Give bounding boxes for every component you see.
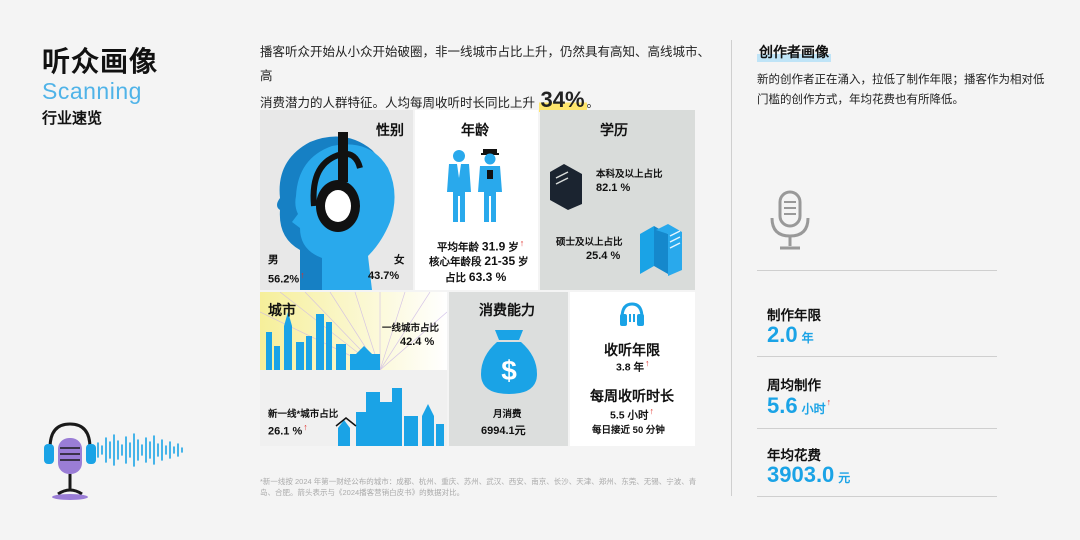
- svg-text:$: $: [501, 355, 517, 386]
- education-bachelor-value: 82.1 %: [596, 182, 631, 194]
- footnote: *新一线按 2024 年第一财经公布的城市：成都、杭州、重庆、苏州、武汉、西安、…: [260, 477, 697, 497]
- age-share: 占比 63.3 %: [445, 270, 507, 284]
- intro-paragraph: 播客听众开始从小众开始破圈，非一线城市占比上升，仍然具有高知、高线城市、高 消费…: [260, 40, 710, 115]
- stat-cost-value: 3903.0 元: [767, 462, 851, 487]
- gender-title: 性别: [376, 122, 404, 138]
- intro-end: 。: [586, 96, 600, 110]
- intro-highlight: 34%: [538, 87, 587, 112]
- headphones-icon: [620, 302, 644, 326]
- soundwave-icon: [92, 432, 188, 468]
- stat-years-label: 制作年限: [767, 308, 821, 323]
- stats-divider: [757, 496, 997, 497]
- money-bag-icon: $: [481, 330, 537, 394]
- gender-female-label: 女: [394, 254, 405, 266]
- listen-years-title: 收听年限: [604, 342, 660, 358]
- city-title: 城市: [268, 302, 296, 318]
- creator-title: 创作者画像: [757, 42, 831, 62]
- stats-divider: [757, 270, 997, 271]
- stats-divider: [757, 428, 997, 429]
- education-title: 学历: [600, 122, 628, 138]
- books-icon: [550, 164, 582, 210]
- podcast-mic-icon: [38, 418, 102, 502]
- city-tile: 城市 一线城市占比 42.4 % 新一线*城市占比 26.1 %↑: [260, 292, 447, 446]
- vertical-divider: [731, 40, 732, 496]
- intro-line1: 播客听众开始从小众开始破圈，非一线城市占比上升，仍然具有高知、高线城市、高: [260, 45, 711, 83]
- gender-female-value: 43.7%: [368, 270, 400, 282]
- creator-description: 新的创作者正在涌入，拉低了制作年限；播客作为相对低门槛的创作方式，年均花费也有所…: [757, 74, 1045, 106]
- age-tile: 年龄 平均年龄 31.9 岁↑ 核心年龄段 21-35 岁 占比 63.3 %: [415, 110, 538, 290]
- listen-tile: 收听年限 3.8 年↑ 每周收听时长 5.5 小时↑ 每日接近 50 分钟: [570, 292, 695, 446]
- education-tile: 学历 本科及以上占比 82.1 % 硕士及以上占比 25.4 %: [540, 110, 695, 290]
- consume-tile: 消费能力 $ 月消费 6994.1元: [449, 292, 568, 446]
- stat-weekly-label: 周均制作: [767, 378, 821, 393]
- headphones-head-icon: [277, 132, 395, 290]
- stat-years-value: 2.0 年: [767, 322, 814, 347]
- people-icon: [447, 149, 502, 222]
- gender-male-value: 56.2%↑: [268, 270, 305, 286]
- books-icon: [640, 224, 682, 276]
- city-tier1-value: 42.4 %: [400, 336, 435, 348]
- city-newtier1-value: 26.1 %↑: [268, 422, 308, 438]
- stats-divider: [757, 356, 997, 357]
- education-master-value: 25.4 %: [586, 250, 621, 262]
- listen-daily: 每日接近 50 分钟: [592, 425, 665, 436]
- age-core: 核心年龄段 21-35 岁: [429, 254, 529, 268]
- page-subtitle-en: Scanning: [42, 78, 142, 104]
- gender-male-label: 男: [268, 254, 279, 266]
- intro-line2: 消费潜力的人群特征。人均每周收听时长同比上升: [260, 96, 536, 110]
- page-title: 听众画像: [42, 46, 159, 77]
- education-master-label: 硕士及以上占比: [556, 237, 623, 248]
- microphone-icon: [770, 190, 810, 250]
- stat-cost-label: 年均花费: [767, 448, 821, 463]
- page-subtitle-cn: 行业速览: [42, 110, 103, 127]
- listen-weekly-value: 5.5 小时↑: [610, 406, 655, 422]
- education-bachelor-label: 本科及以上占比: [596, 169, 663, 180]
- skyline-icon: [260, 292, 447, 446]
- listen-weekly-title: 每周收听时长: [590, 388, 674, 404]
- consume-title: 消费能力: [479, 302, 535, 318]
- age-title: 年龄: [461, 122, 489, 138]
- listen-years-value: 3.8 年↑: [616, 358, 650, 374]
- stat-weekly-value: 5.6 小时↑: [767, 393, 832, 418]
- gender-tile: 性别 男 56.2%↑ 女 43.7%: [260, 110, 413, 290]
- consume-monthly-value: 6994.1元: [481, 425, 526, 437]
- city-newtier1-label: 新一线*城市占比: [268, 409, 339, 420]
- consume-monthly-label: 月消费: [493, 409, 522, 420]
- city-tier1-label: 一线城市占比: [382, 323, 440, 334]
- age-avg: 平均年龄 31.9 岁↑: [437, 238, 525, 254]
